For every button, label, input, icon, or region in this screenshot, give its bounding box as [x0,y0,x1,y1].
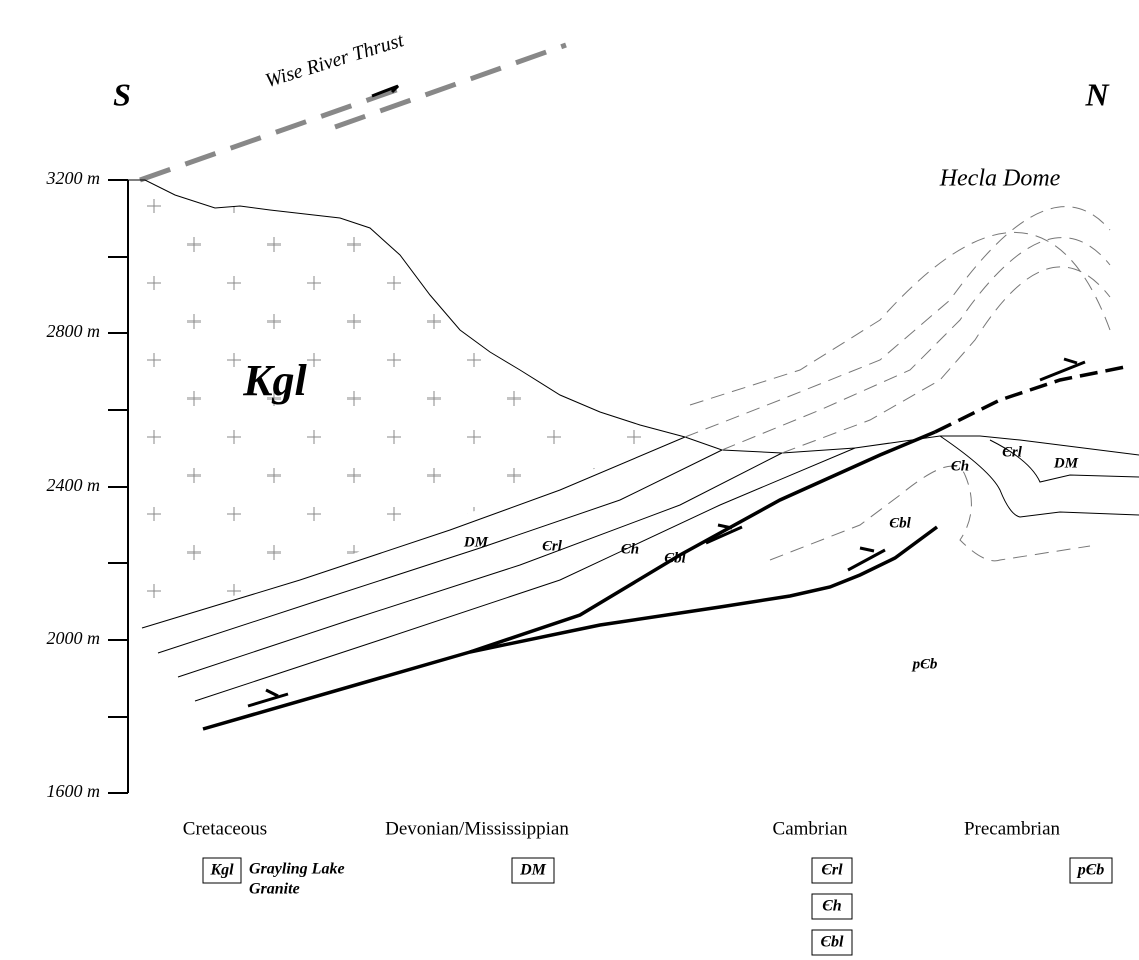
unit-label: Єrl [1002,444,1023,460]
legend-name: Grayling Lake [249,861,345,878]
period-label: Cretaceous [183,818,267,839]
legend-unit: Єrl [821,862,843,879]
thrust-label: Wise River Thrust [263,29,407,92]
thrust-fault-projected [935,367,1125,432]
thrust-fault [470,527,937,652]
direction-label: S [113,76,131,112]
legend-name: Granite [249,881,300,898]
unit-label: Єh [951,458,969,474]
unit-label: Єbl [664,550,686,566]
legend-unit: Kgl [209,862,234,879]
period-label: Precambrian [964,818,1061,839]
cross-section: Wise River Thrust S N Hecla Dome 3200 m … [0,0,1139,960]
legend-unit: pЄb [1076,862,1105,879]
axis-label: 2000 m [47,628,101,648]
elevation-axis [108,180,128,793]
axis-label: 2800 m [47,321,101,341]
legend-unit: Єh [822,898,842,915]
axis-label: 2400 m [47,475,101,495]
direction-label: N [1084,76,1110,112]
unit-label: Єbl [889,515,911,531]
granite-pattern [128,180,685,632]
axis-label: 3200 m [46,168,101,188]
unit-label: DM [1053,455,1079,471]
unit-label: Єrl [542,538,563,554]
period-label: Cambrian [773,818,848,839]
axis-label: 1600 m [47,781,101,801]
unit-label: Kgl [242,356,307,405]
period-label: Devonian/Mississippian [385,818,569,839]
legend-unit: DM [519,862,547,879]
unit-label: DM [463,534,489,550]
dome-label: Hecla Dome [939,166,1061,192]
unit-label: pЄb [911,656,938,672]
legend-unit: Єbl [821,934,845,951]
unit-label: Єh [621,541,639,557]
